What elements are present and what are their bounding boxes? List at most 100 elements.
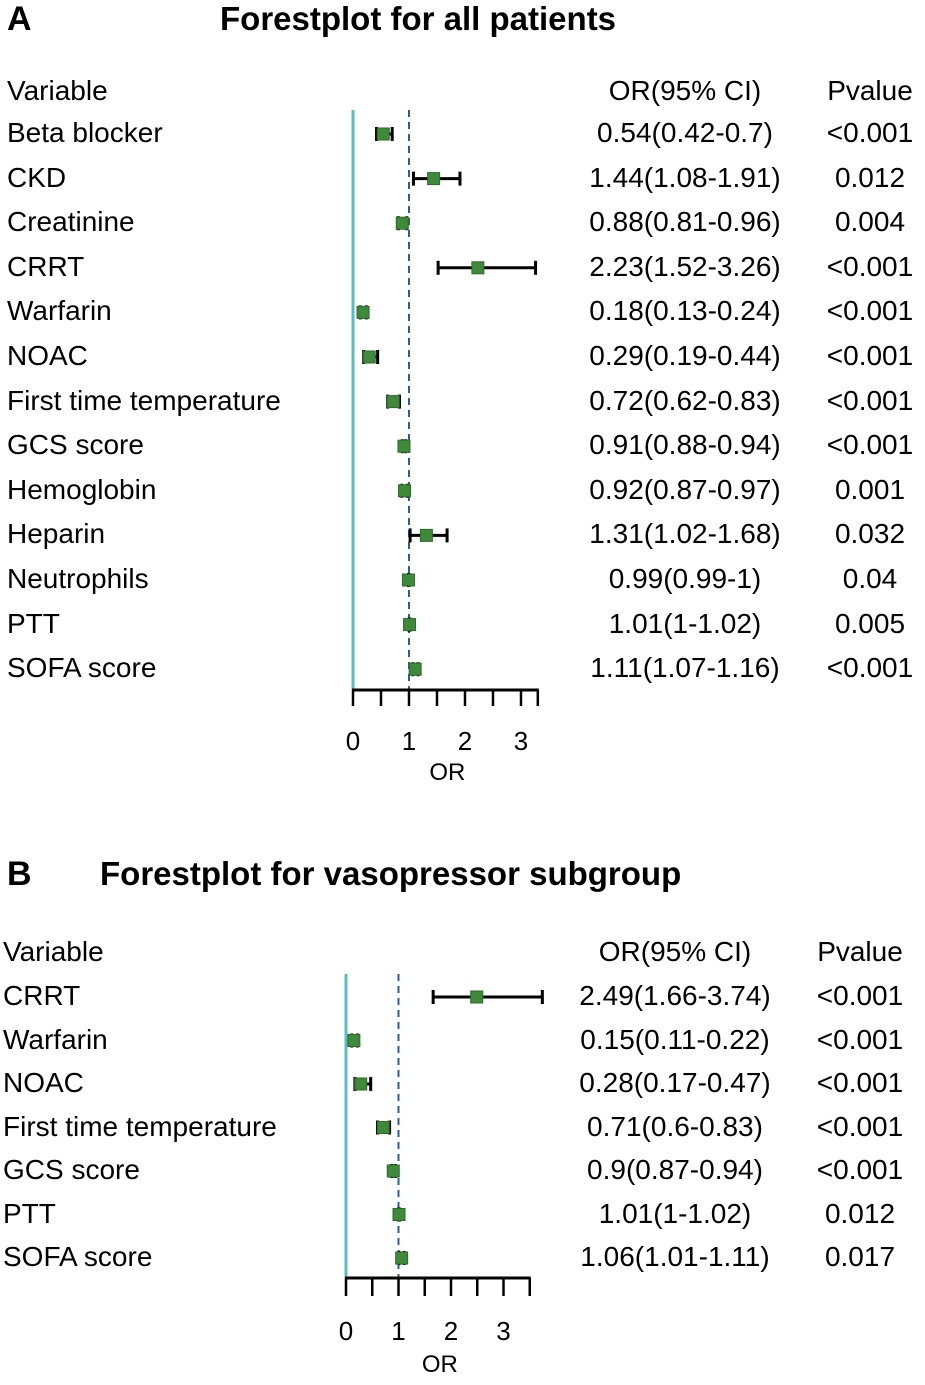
or-ci-column-header: OR(95% CI) bbox=[608, 75, 762, 106]
row-variable-label: NOAC bbox=[3, 1067, 84, 1098]
row-variable-label: GCS score bbox=[7, 429, 144, 461]
row-or-ci: 0.71(0.6-0.83) bbox=[587, 1110, 763, 1142]
or-marker bbox=[470, 990, 484, 1004]
or-marker bbox=[398, 484, 412, 498]
row-pvalue: 0.001 bbox=[834, 473, 906, 505]
row-pvalue: <0.001 bbox=[816, 980, 904, 1011]
x-tick-label: 1 bbox=[391, 1316, 405, 1346]
row-variable-label: Warfarin bbox=[3, 1023, 108, 1055]
row-or-ci: 0.54(0.42-0.7) bbox=[597, 117, 773, 148]
row-or-ci: 2.49(1.66-3.74) bbox=[579, 980, 771, 1011]
or-marker bbox=[347, 1034, 361, 1047]
or-marker bbox=[427, 172, 441, 186]
or-marker bbox=[376, 1121, 390, 1134]
row-pvalue: 0.017 bbox=[824, 1241, 896, 1272]
or-marker bbox=[403, 618, 417, 632]
row-variable-label: PTT bbox=[3, 1197, 56, 1229]
row-or-ci: 0.28(0.17-0.47) bbox=[579, 1067, 771, 1098]
row-pvalue: 0.012 bbox=[824, 1197, 896, 1229]
or-marker bbox=[386, 1164, 400, 1178]
pvalue-column-header: Pvalue bbox=[817, 936, 903, 967]
row-variable-label: CRRT bbox=[7, 250, 85, 282]
or-marker bbox=[471, 261, 485, 275]
row-pvalue: <0.001 bbox=[826, 384, 914, 416]
row-variable-label: Heparin bbox=[7, 518, 106, 550]
panel-label: A bbox=[7, 0, 32, 38]
or-marker bbox=[408, 662, 422, 676]
row-or-ci: 1.01(1-1.02) bbox=[598, 1197, 752, 1229]
x-tick-label: 3 bbox=[514, 726, 528, 756]
or-marker bbox=[362, 350, 376, 364]
or-marker bbox=[395, 216, 409, 230]
or-marker bbox=[386, 395, 400, 409]
row-pvalue: 0.005 bbox=[834, 607, 906, 639]
row-pvalue: <0.001 bbox=[826, 340, 914, 371]
x-tick-label: 2 bbox=[458, 726, 472, 756]
row-variable-label: Beta blocker bbox=[7, 117, 163, 148]
forest-plot-a: 0 1 2 3 OR bbox=[346, 110, 540, 786]
row-or-ci: 0.92(0.87-0.97) bbox=[589, 473, 781, 505]
row-variable-label: SOFA score bbox=[7, 652, 157, 684]
or-marker bbox=[376, 127, 390, 141]
or-marker bbox=[356, 305, 370, 319]
chart-title: Forestplot for vasopressor subgroup bbox=[100, 855, 682, 892]
row-pvalue: <0.001 bbox=[816, 1154, 904, 1185]
row-pvalue: <0.001 bbox=[826, 250, 914, 282]
row-pvalue: <0.001 bbox=[826, 429, 914, 461]
row-or-ci: 1.01(1-1.02) bbox=[608, 607, 762, 639]
row-pvalue: 0.04 bbox=[842, 563, 898, 594]
pvalue-column-header: Pvalue bbox=[827, 75, 913, 106]
row-pvalue: 0.032 bbox=[834, 518, 906, 550]
row-or-ci: 0.15(0.11-0.22) bbox=[580, 1023, 770, 1055]
x-axis-label: OR bbox=[422, 1351, 458, 1378]
row-or-ci: 1.44(1.08-1.91) bbox=[589, 161, 781, 193]
row-or-ci: 0.88(0.81-0.96) bbox=[589, 206, 781, 238]
forest-plot-panel-a: A Forestplot for all patients Variable O… bbox=[7, 0, 914, 786]
row-or-ci: 1.31(1.02-1.68) bbox=[589, 518, 781, 550]
x-axis-label: OR bbox=[429, 759, 465, 786]
or-marker bbox=[397, 439, 411, 453]
variable-column-header: Variable bbox=[3, 936, 104, 967]
row-or-ci: 0.99(0.99-1) bbox=[608, 563, 762, 594]
row-variable-label: CRRT bbox=[3, 980, 81, 1011]
or-marker bbox=[392, 1208, 406, 1221]
row-variable-label: NOAC bbox=[7, 340, 88, 371]
row-variable-label: Hemoglobin bbox=[7, 473, 157, 505]
row-pvalue: <0.001 bbox=[816, 1110, 904, 1142]
row-pvalue: <0.001 bbox=[816, 1067, 904, 1098]
row-variable-label: Neutrophils bbox=[7, 563, 149, 594]
row-or-ci: 0.18(0.13-0.24) bbox=[589, 295, 781, 327]
row-variable-label: PTT bbox=[7, 607, 60, 639]
or-ci-column-header: OR(95% CI) bbox=[598, 936, 752, 967]
or-marker bbox=[401, 573, 415, 587]
row-or-ci: 2.23(1.52-3.26) bbox=[589, 250, 781, 282]
row-pvalue: <0.001 bbox=[826, 295, 914, 327]
forest-plot-b: 0 1 2 3 OR bbox=[339, 974, 544, 1378]
row-or-ci: 1.11(1.07-1.16) bbox=[590, 652, 780, 684]
row-variable-label: GCS score bbox=[3, 1154, 140, 1185]
or-marker bbox=[395, 1251, 409, 1265]
x-tick-label: 2 bbox=[444, 1316, 458, 1346]
row-variable-label: Warfarin bbox=[7, 295, 112, 327]
row-or-ci: 1.06(1.01-1.11) bbox=[580, 1241, 770, 1272]
row-or-ci: 0.29(0.19-0.44) bbox=[589, 340, 781, 371]
forest-plot-panel-b: B Forestplot for vasopressor subgroup Va… bbox=[0, 850, 925, 1385]
row-pvalue: 0.004 bbox=[834, 206, 906, 238]
row-pvalue: <0.001 bbox=[816, 1023, 904, 1055]
row-variable-label: Creatinine bbox=[7, 206, 135, 238]
row-pvalue: 0.012 bbox=[834, 161, 906, 193]
row-variable-label: First time temperature bbox=[7, 384, 281, 416]
x-tick-label: 0 bbox=[339, 1316, 353, 1346]
x-tick-label: 3 bbox=[496, 1316, 510, 1346]
row-pvalue: <0.001 bbox=[826, 652, 914, 684]
variable-column-header: Variable bbox=[7, 75, 108, 106]
or-marker bbox=[419, 528, 433, 542]
or-marker bbox=[354, 1077, 368, 1091]
x-tick-label: 0 bbox=[346, 726, 360, 756]
panel-label: B bbox=[7, 855, 32, 893]
row-variable-label: SOFA score bbox=[3, 1241, 153, 1272]
row-variable-label: First time temperature bbox=[3, 1110, 277, 1142]
x-tick-label: 1 bbox=[402, 726, 416, 756]
row-pvalue: <0.001 bbox=[826, 117, 914, 148]
row-variable-label: CKD bbox=[7, 161, 67, 193]
